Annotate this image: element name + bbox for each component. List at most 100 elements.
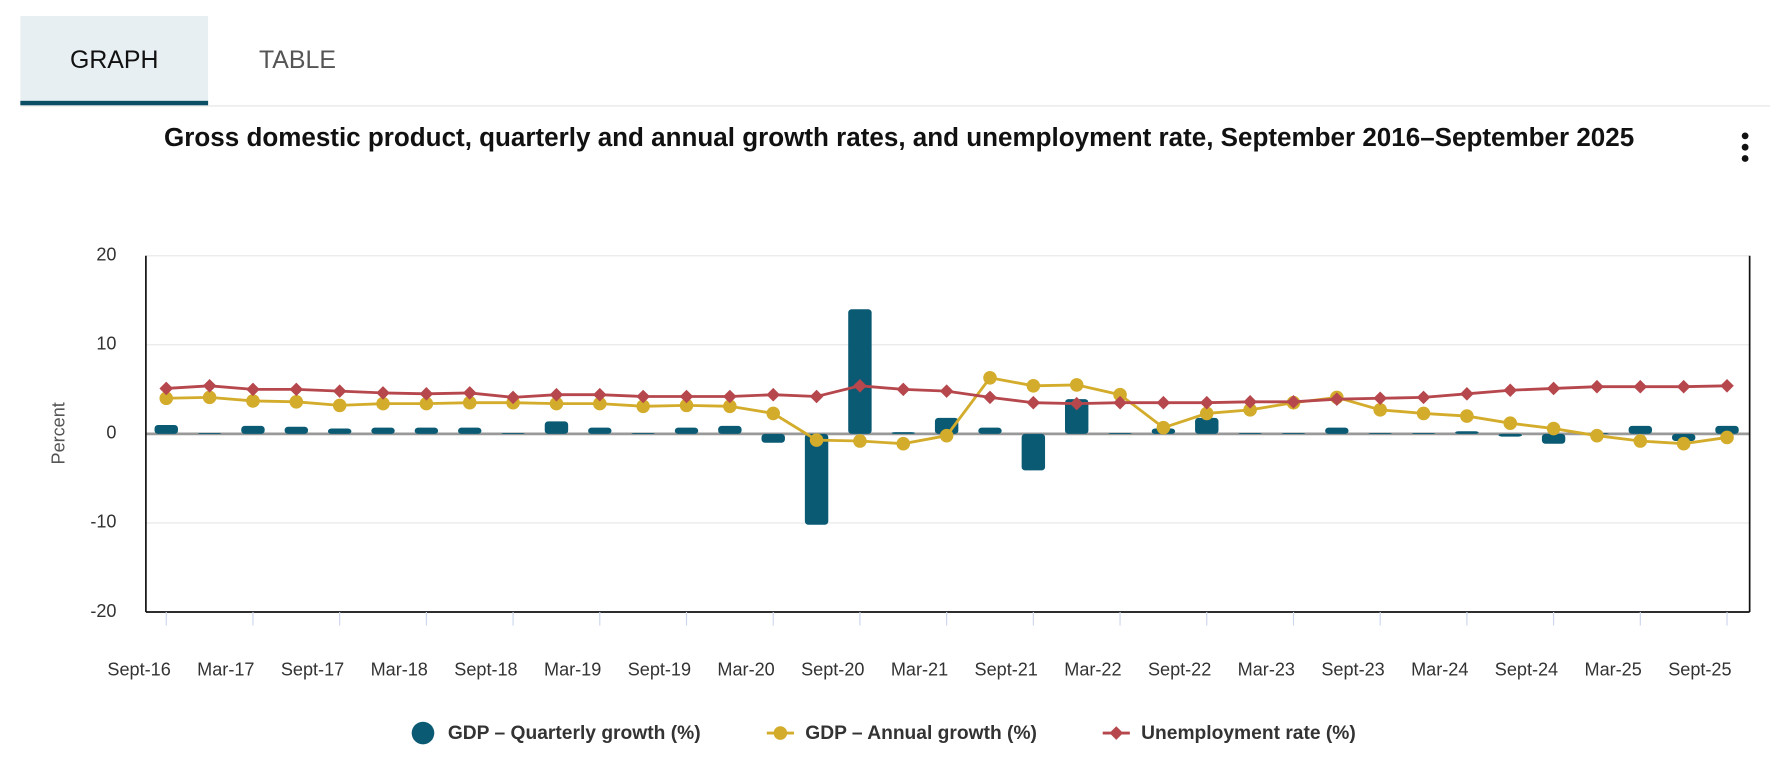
bar (978, 427, 1002, 434)
point (1546, 381, 1561, 396)
bar (1195, 417, 1219, 434)
point (896, 436, 911, 451)
point (983, 390, 997, 405)
x-tick-label: Mar-18 (371, 660, 428, 680)
bar (241, 425, 265, 434)
bar (631, 433, 655, 434)
bar (1498, 433, 1522, 437)
legend-symbol (773, 726, 788, 740)
bar (1064, 399, 1089, 434)
bar (588, 427, 612, 434)
bar (674, 427, 699, 434)
x-tick-label: Sept-22 (1148, 660, 1211, 680)
point (766, 387, 781, 402)
legend-label: Unemployment rate (%) (1141, 723, 1356, 744)
x-tick-label: Sept-24 (1495, 660, 1558, 680)
bar (1411, 433, 1436, 434)
point (896, 382, 911, 397)
point (1546, 421, 1561, 436)
bar (1455, 431, 1479, 434)
tab-graph[interactable]: GRAPH (70, 46, 158, 74)
bar (1108, 433, 1132, 434)
legend-item[interactable]: Unemployment rate (%) (1102, 723, 1356, 744)
legend-item[interactable]: GDP – Annual growth (%) (766, 723, 1037, 744)
point (202, 379, 217, 393)
bar (1715, 425, 1739, 434)
x-tick-label: Sept-20 (801, 660, 864, 680)
point (939, 384, 954, 398)
point (1069, 396, 1084, 411)
point (376, 396, 390, 411)
point (1113, 395, 1127, 410)
point (1373, 391, 1387, 406)
point (809, 433, 824, 447)
point (1720, 379, 1734, 393)
point (1460, 387, 1474, 401)
point (1286, 395, 1301, 409)
active-tab[interactable] (20, 15, 209, 105)
menu-dot (1741, 132, 1749, 140)
bar (761, 433, 785, 443)
point (1633, 434, 1648, 448)
point (1156, 420, 1171, 435)
bar (1021, 433, 1046, 471)
point (636, 389, 650, 404)
point (289, 395, 304, 409)
point (853, 379, 867, 393)
point (289, 382, 304, 397)
point (593, 387, 607, 402)
point (1026, 379, 1041, 393)
point (636, 399, 650, 414)
tab-table[interactable]: TABLE (259, 46, 336, 74)
point (1156, 395, 1171, 410)
point (332, 398, 347, 413)
x-tick-label: Mar-20 (717, 660, 774, 680)
x-tick-label: Mar-24 (1411, 660, 1468, 680)
y-tick-label: 0 (106, 423, 116, 443)
point (1676, 379, 1691, 394)
point (549, 396, 564, 411)
x-tick-label: Sept-21 (975, 660, 1038, 680)
point (1416, 390, 1431, 405)
bar (154, 424, 178, 434)
y-tick-label: 10 (96, 334, 116, 354)
point (983, 370, 997, 385)
point (1199, 395, 1214, 410)
legend-item[interactable]: GDP – Quarterly growth (%) (411, 721, 701, 745)
point (246, 394, 260, 408)
point (506, 390, 520, 405)
point (549, 387, 564, 402)
bar (284, 426, 309, 434)
point (1676, 436, 1691, 451)
point (723, 389, 737, 404)
bar (848, 309, 872, 434)
y-tick-label: -10 (90, 512, 116, 532)
x-tick-label: Sept-25 (1668, 660, 1731, 680)
bar (371, 427, 395, 434)
title-wrap: Gross domestic product, quarterly and an… (164, 122, 1635, 152)
bar (1325, 427, 1349, 434)
chart-title: Gross domestic product, quarterly and an… (164, 122, 1635, 152)
y-tick-label: -20 (90, 601, 116, 621)
point (1069, 378, 1084, 392)
menu-button[interactable] (1741, 132, 1749, 162)
x-tick-label: Mar-22 (1064, 660, 1121, 680)
point (159, 381, 174, 396)
x-tick-label: Sept-18 (454, 660, 517, 680)
point (679, 398, 694, 413)
legend-label: GDP – Annual growth (%) (805, 723, 1037, 744)
legend-symbol (411, 721, 435, 745)
bar (544, 421, 569, 434)
point (1243, 403, 1257, 417)
bar (414, 427, 439, 434)
point (1503, 383, 1518, 398)
point (202, 390, 217, 405)
point (159, 391, 174, 406)
point (332, 384, 347, 398)
point (1633, 379, 1648, 394)
point (1720, 430, 1734, 445)
legend-label: GDP – Quarterly growth (%) (448, 723, 701, 744)
point (462, 386, 477, 400)
